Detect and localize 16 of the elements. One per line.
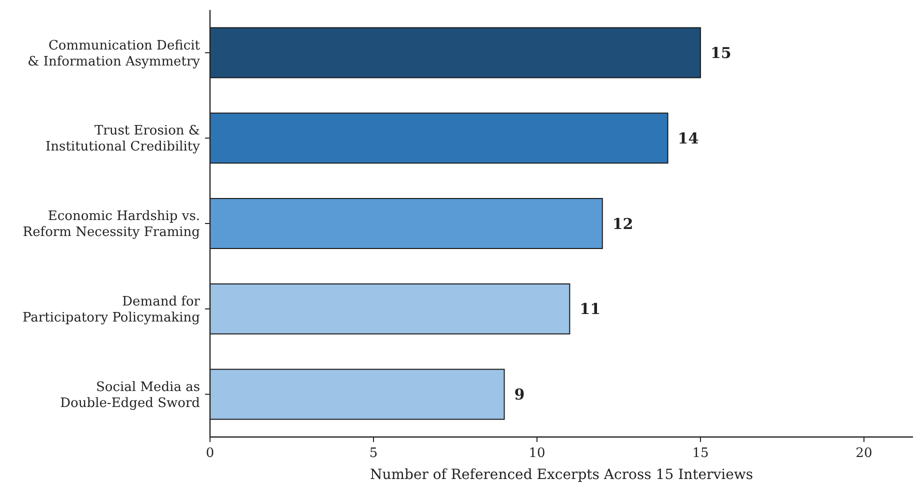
data-label: 12: [612, 214, 634, 233]
x-tick-label: 5: [369, 446, 378, 461]
data-label: 15: [710, 44, 732, 62]
data-label: 14: [678, 129, 699, 148]
x-tick-label: 0: [206, 446, 214, 461]
x-tick-label: 15: [692, 446, 709, 461]
y-tick-label: Demand for Participatory Policymaking: [22, 294, 201, 326]
y-tick-label: Trust Erosion & Institutional Credibility: [46, 124, 201, 155]
data-label: 11: [580, 300, 601, 318]
x-tick-label: 20: [856, 446, 872, 461]
x-tick-label: 10: [528, 446, 546, 461]
y-tick-label: Social Media as Double-Edged Sword: [60, 380, 200, 411]
data-label: 9: [514, 386, 525, 404]
y-tick-label: Communication Deficit & Information Asymmetry: [28, 38, 201, 70]
x-axis-title: Number of Referenced Excerpts Across 15 Interviews: [370, 467, 754, 483]
y-tick-label: Economic Hardship vs. Reform Necessity Framing: [22, 209, 200, 240]
